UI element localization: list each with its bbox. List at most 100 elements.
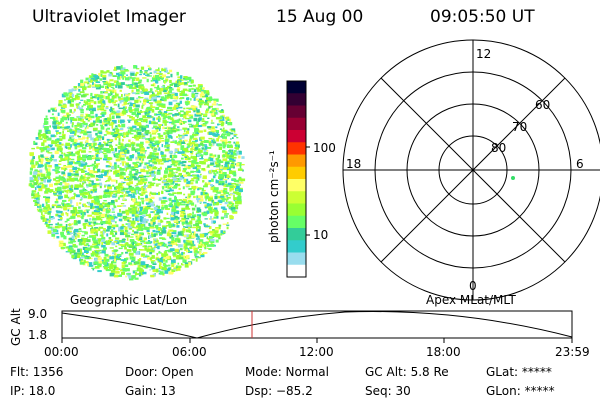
disk-pixel xyxy=(102,230,105,235)
disk-pixel xyxy=(59,241,62,245)
disk-pixel xyxy=(215,164,221,168)
disk-pixel xyxy=(129,211,133,214)
disk-pixel xyxy=(117,255,120,259)
disk-pixel xyxy=(208,207,212,211)
disk-pixel xyxy=(129,76,132,79)
disk-pixel xyxy=(116,115,121,119)
disk-pixel xyxy=(119,154,123,157)
disk-pixel xyxy=(208,106,211,109)
disk-pixel xyxy=(40,158,44,162)
polar-data-point xyxy=(511,176,515,180)
disk-pixel xyxy=(162,97,167,101)
disk-pixel xyxy=(107,93,112,96)
disk-pixel xyxy=(29,152,34,156)
disk-pixel xyxy=(62,173,66,177)
disk-pixel xyxy=(60,212,64,216)
disk-pixel xyxy=(79,107,83,111)
disk-pixel xyxy=(58,121,61,125)
disk-pixel xyxy=(78,211,84,214)
geo-latitude: GLat: ***** xyxy=(486,365,552,379)
disk-pixel xyxy=(148,154,152,158)
disk-pixel xyxy=(110,108,115,110)
disk-pixel xyxy=(115,185,121,189)
disk-pixel xyxy=(170,217,175,221)
disk-pixel xyxy=(135,217,140,221)
disk-pixel xyxy=(136,225,139,228)
disk-pixel xyxy=(99,150,102,153)
disk-pixel xyxy=(54,166,60,170)
disk-pixel xyxy=(123,196,125,201)
disk-pixel xyxy=(222,136,227,139)
disk-pixel xyxy=(66,204,72,208)
disk-pixel xyxy=(158,134,164,138)
disk-pixel xyxy=(94,147,99,149)
disk-pixel xyxy=(103,200,107,202)
disk-pixel xyxy=(238,155,241,159)
disk-pixel xyxy=(58,195,63,199)
disk-pixel xyxy=(196,228,198,231)
disk-pixel xyxy=(138,85,142,89)
disk-pixel xyxy=(71,122,74,126)
disk-pixel xyxy=(142,214,146,217)
disk-pixel xyxy=(117,212,120,216)
disk-pixel xyxy=(140,158,143,162)
disk-pixel xyxy=(190,164,195,167)
disk-pixel xyxy=(236,184,241,186)
disk-pixel xyxy=(148,265,153,268)
disk-pixel xyxy=(139,238,142,240)
disk-pixel xyxy=(119,112,125,116)
disk-pixel xyxy=(91,122,94,125)
disk-pixel xyxy=(132,270,138,272)
colorbar-tick-100: 100 xyxy=(313,141,336,155)
disk-pixel xyxy=(72,248,74,251)
disk-pixel xyxy=(79,202,82,205)
disk-pixel xyxy=(137,242,141,245)
disk-pixel xyxy=(186,181,191,185)
disk-pixel xyxy=(127,244,132,246)
disk-pixel xyxy=(165,69,169,73)
disk-pixel xyxy=(172,181,175,184)
disk-pixel xyxy=(62,130,64,134)
disk-pixel xyxy=(189,182,194,185)
disk-pixel xyxy=(101,111,107,115)
disk-pixel xyxy=(150,166,156,168)
disk-pixel xyxy=(137,191,140,194)
disk-pixel xyxy=(80,163,86,167)
disk-pixel xyxy=(188,160,193,163)
disk-pixel xyxy=(110,229,114,232)
disk-pixel xyxy=(168,233,172,237)
disk-pixel xyxy=(164,138,170,143)
disk-pixel xyxy=(194,92,199,95)
disk-pixel xyxy=(137,235,142,239)
disk-pixel xyxy=(189,138,192,142)
disk-pixel xyxy=(156,77,161,81)
disk-pixel xyxy=(105,143,109,147)
disk-pixel xyxy=(83,174,87,178)
disk-pixel xyxy=(186,76,192,81)
disk-pixel xyxy=(154,213,159,216)
disk-pixel xyxy=(129,239,135,242)
disk-pixel xyxy=(142,271,147,275)
disk-pixel xyxy=(184,139,188,142)
disk-pixel xyxy=(71,178,75,182)
disk-pixel xyxy=(145,255,150,257)
disk-pixel xyxy=(122,188,125,190)
disk-pixel xyxy=(132,103,136,108)
disk-pixel xyxy=(159,88,164,92)
disk-pixel xyxy=(113,193,117,196)
disk-pixel xyxy=(55,198,58,201)
disk-pixel xyxy=(131,207,137,211)
disk-pixel xyxy=(100,126,105,130)
disk-pixel xyxy=(190,243,194,247)
disk-pixel xyxy=(157,242,161,244)
disk-pixel xyxy=(160,237,166,239)
disk-pixel xyxy=(172,128,175,131)
colorbar-segment xyxy=(287,191,306,205)
disk-pixel xyxy=(182,122,186,125)
disk-pixel xyxy=(60,158,66,161)
disk-pixel xyxy=(194,96,197,98)
disk-pixel xyxy=(235,145,237,147)
disk-pixel xyxy=(66,146,68,149)
disk-pixel xyxy=(29,180,35,183)
disk-pixel xyxy=(85,144,89,147)
